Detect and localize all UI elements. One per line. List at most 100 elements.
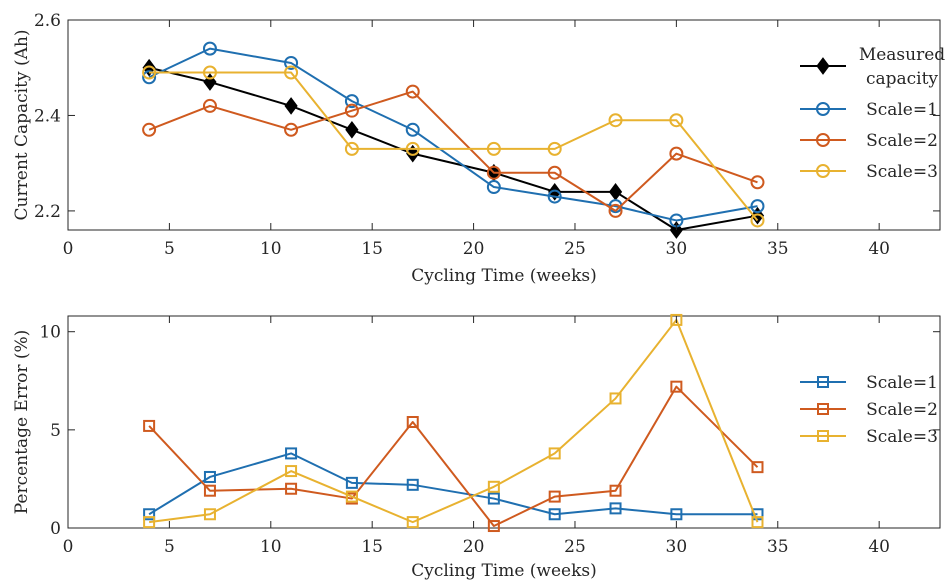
capacity-legend-scale-1-swatch-marker bbox=[816, 102, 830, 116]
error-series-scale-1-point bbox=[406, 478, 419, 491]
error-series-scale-3-point bbox=[751, 516, 764, 529]
capacity-series-measured-capacity-point bbox=[608, 182, 623, 201]
error-x-tick-25-label: 25 bbox=[564, 537, 586, 557]
error-series-scale-1-point bbox=[203, 470, 216, 483]
error-series-scale-2-point bbox=[285, 482, 298, 495]
capacity-x-tick-40-label: 40 bbox=[868, 239, 890, 259]
capacity-y-tick-2-6-label: 2.6 bbox=[34, 11, 61, 31]
error-y-axis-label: Percentage Error (%) bbox=[12, 330, 32, 515]
capacity-series-scale-1-point bbox=[547, 189, 562, 204]
capacity-x-tick-5-label: 5 bbox=[164, 239, 175, 259]
capacity-series-scale-3-point bbox=[202, 65, 217, 80]
error-series-scale-2-point bbox=[487, 520, 500, 533]
error-legend-scale-1-swatch-marker bbox=[817, 376, 829, 388]
capacity-x-axis-label: Cycling Time (weeks) bbox=[411, 266, 597, 286]
capacity-series-layer bbox=[142, 41, 765, 239]
error-series-scale-2-point bbox=[548, 490, 561, 503]
error-series-scale-3-point bbox=[285, 465, 298, 478]
error-series-scale-3-line bbox=[148, 318, 759, 524]
capacity-series-measured-capacity-point bbox=[284, 97, 298, 115]
error-legend-scale-3: Scale=3 bbox=[800, 427, 938, 447]
error-series-scale-2-point bbox=[143, 419, 156, 432]
error-x-tick-5-label: 5 bbox=[164, 537, 175, 557]
error-x-tick-30-label: 30 bbox=[666, 537, 688, 557]
error-tick-layer: 0 5 10 15 20 25 30 35 40 0 5 10 bbox=[39, 316, 940, 557]
capacity-legend-scale-2-label: Scale=2 bbox=[866, 131, 938, 151]
capacity-series-scale-2-point bbox=[750, 175, 765, 190]
capacity-series-scale-3-point bbox=[669, 113, 684, 128]
error-series-scale-3-point bbox=[143, 516, 156, 529]
error-series-scale-2 bbox=[143, 380, 764, 533]
capacity-series-scale-1-line bbox=[148, 47, 758, 222]
error-series-scale-3-point bbox=[406, 516, 419, 529]
error-x-axis-label: Cycling Time (weeks) bbox=[411, 561, 597, 580]
capacity-y-axis-label: Current Capacity (Ah) bbox=[12, 30, 32, 221]
capacity-x-tick-35-label: 35 bbox=[767, 239, 789, 259]
capacity-legend-measured-capacity: Measured capacity bbox=[800, 45, 945, 89]
error-legend-scale-1-label: Scale=1 bbox=[866, 373, 938, 393]
capacity-series-measured-capacity-point bbox=[345, 120, 359, 139]
capacity-chart: 0 5 10 15 20 25 30 35 40 2.2 2.4 2.6 Measured capaci… bbox=[12, 11, 945, 286]
error-legend: Scale=1 Scale=2 Scale=3 bbox=[800, 373, 938, 447]
error-series-layer bbox=[143, 313, 764, 533]
error-y-tick-0-label: 0 bbox=[50, 519, 61, 539]
error-x-tick-10-label: 10 bbox=[260, 537, 282, 557]
error-legend-scale-3-swatch-marker bbox=[817, 430, 829, 442]
error-series-scale-1-point bbox=[670, 508, 683, 521]
capacity-series-scale-2-point bbox=[344, 103, 359, 118]
capacity-x-tick-30-label: 30 bbox=[666, 239, 688, 259]
error-x-tick-35-label: 35 bbox=[767, 537, 789, 557]
capacity-series-scale-1-point bbox=[405, 122, 420, 137]
capacity-x-tick-15-label: 15 bbox=[361, 239, 383, 259]
error-plot-frame bbox=[67, 315, 941, 529]
error-legend-scale-3-label: Scale=3 bbox=[866, 427, 938, 447]
capacity-series-scale-2-point bbox=[669, 146, 684, 161]
capacity-series-scale-1-point bbox=[284, 55, 299, 70]
error-series-scale-2-line bbox=[148, 385, 759, 528]
capacity-series-scale-2-point bbox=[486, 165, 501, 180]
capacity-series-scale-3-point bbox=[750, 213, 765, 228]
error-series-scale-1-point bbox=[143, 508, 156, 521]
error-series-scale-1 bbox=[143, 447, 764, 521]
error-series-scale-2-point bbox=[670, 380, 683, 393]
error-x-tick-0-label: 0 bbox=[63, 537, 74, 557]
capacity-series-scale-3-point bbox=[486, 141, 501, 156]
capacity-series-scale-2-point bbox=[142, 122, 157, 137]
capacity-series-measured-capacity-line bbox=[148, 66, 758, 231]
capacity-plot-frame bbox=[67, 19, 941, 231]
capacity-legend-scale-3: Scale=3 bbox=[800, 162, 938, 182]
error-x-tick-15-label: 15 bbox=[361, 537, 383, 557]
error-series-scale-3-point bbox=[487, 480, 500, 493]
capacity-legend-measured-capacity-swatch-marker bbox=[816, 57, 830, 75]
capacity-legend-scale-2-swatch-marker bbox=[816, 133, 830, 147]
capacity-series-scale-2-point bbox=[547, 165, 562, 180]
error-y-tick-5-label: 5 bbox=[50, 421, 61, 441]
error-series-scale-1-line bbox=[148, 452, 758, 516]
error-series-scale-3-point bbox=[203, 508, 216, 521]
capacity-series-scale-3-line bbox=[149, 71, 759, 222]
capacity-series-scale-2-point bbox=[202, 98, 217, 113]
capacity-series-scale-1 bbox=[142, 41, 765, 228]
capacity-series-scale-1-point bbox=[344, 94, 359, 109]
capacity-legend-scale-1-label: Scale=1 bbox=[866, 100, 938, 120]
error-legend-scale-2: Scale=2 bbox=[800, 400, 938, 420]
capacity-series-scale-3-point bbox=[405, 141, 420, 156]
error-series-scale-1-point bbox=[487, 492, 500, 505]
error-y-tick-10-label: 10 bbox=[39, 323, 61, 343]
error-series-scale-1-point bbox=[285, 447, 298, 460]
error-series-scale-3-point bbox=[670, 313, 683, 326]
error-series-scale-3-point bbox=[609, 392, 622, 405]
capacity-series-scale-2-line bbox=[148, 90, 758, 212]
error-series-scale-2-point bbox=[751, 461, 764, 474]
error-series-scale-3-point bbox=[345, 490, 358, 503]
capacity-x-tick-0-label: 0 bbox=[63, 239, 74, 259]
capacity-legend-measured-capacity-label: Measured bbox=[859, 45, 945, 65]
error-series-scale-3-point bbox=[548, 447, 561, 460]
capacity-legend: Measured capacity Scale=1 Scale=2 Scale=3 bbox=[800, 45, 945, 182]
capacity-series-scale-2-point bbox=[608, 203, 623, 218]
capacity-series-scale-1-point bbox=[750, 199, 765, 214]
capacity-series-scale-3-point bbox=[284, 65, 299, 80]
capacity-legend-scale-3-label: Scale=3 bbox=[866, 162, 938, 182]
